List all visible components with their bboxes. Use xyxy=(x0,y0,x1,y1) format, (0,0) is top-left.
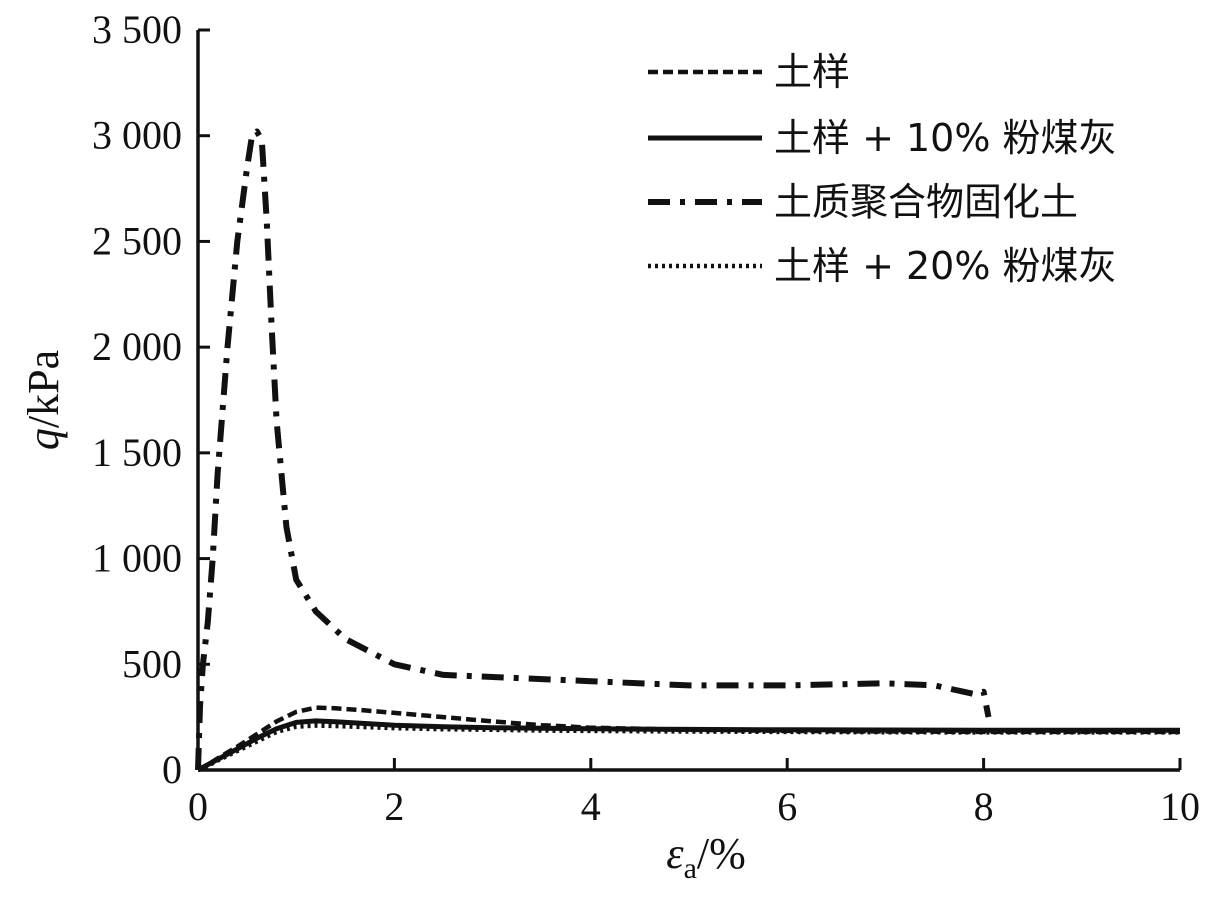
y-axis-ticks: 0 500 1 000 1 500 2 000 2 500 3 000 3 500 xyxy=(92,7,210,792)
y-axis-label: q/kPa xyxy=(19,350,68,450)
x-axis-unit: /% xyxy=(697,829,746,878)
y-axis-unit: /kPa xyxy=(19,350,68,428)
x-tick-label: 4 xyxy=(581,784,601,829)
x-axis-ticks: 0 2 4 6 8 10 xyxy=(188,758,1200,829)
y-tick-label: 3 500 xyxy=(92,7,182,52)
y-tick-label: 500 xyxy=(122,641,182,686)
series-line-4 xyxy=(197,723,1180,773)
series-line-1 xyxy=(196,705,1180,772)
series-line-3 xyxy=(195,128,992,771)
series-group xyxy=(195,128,1180,773)
x-tick-label: 8 xyxy=(974,784,994,829)
legend-label-2: 土样 + 10% 粉煤灰 xyxy=(774,116,1117,160)
legend-label-1: 土样 xyxy=(774,50,850,94)
y-tick-label: 3 000 xyxy=(92,113,182,158)
x-axis-subscript: a xyxy=(684,852,697,885)
y-axis-symbol: q xyxy=(19,428,68,450)
y-tick-label: 0 xyxy=(162,747,182,792)
x-axis-label: εa/% xyxy=(666,829,746,885)
x-tick-label: 0 xyxy=(188,784,208,829)
y-tick-label: 2 500 xyxy=(92,218,182,263)
y-tick-label: 1 500 xyxy=(92,430,182,475)
x-axis-symbol: ε xyxy=(666,829,684,878)
x-tick-label: 6 xyxy=(777,784,797,829)
legend-label-4: 土样 + 20% 粉煤灰 xyxy=(774,244,1117,288)
y-tick-label: 1 000 xyxy=(92,536,182,581)
x-tick-label: 10 xyxy=(1160,784,1200,829)
series-line-2 xyxy=(196,718,1180,773)
legend-label-3: 土质聚合物固化土 xyxy=(774,180,1078,224)
y-tick-label: 2 000 xyxy=(92,324,182,369)
x-tick-label: 2 xyxy=(384,784,404,829)
